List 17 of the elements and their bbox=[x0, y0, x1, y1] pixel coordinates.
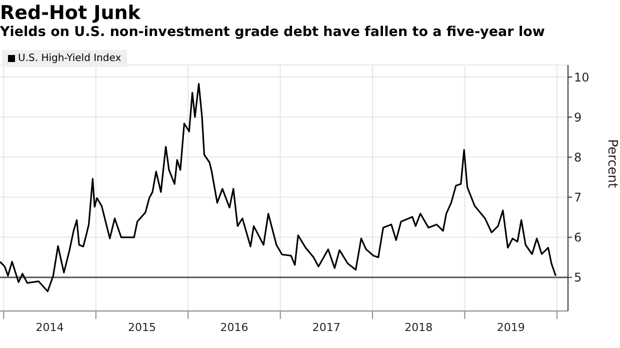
x-tick-label: 2016 bbox=[220, 321, 248, 334]
chart-title: Red-Hot Junk bbox=[0, 1, 142, 24]
legend-label: U.S. High-Yield Index bbox=[17, 53, 122, 64]
line-series bbox=[0, 83, 556, 292]
x-tick-label: 2019 bbox=[496, 321, 525, 334]
y-tick-label: 9 bbox=[574, 110, 582, 124]
y-tick-label: 10 bbox=[574, 70, 590, 84]
y-axis-title: Percent bbox=[604, 139, 620, 188]
x-tick-label: 2017 bbox=[312, 321, 340, 334]
x-tick-label: 2018 bbox=[404, 321, 433, 334]
y-tick-label: 8 bbox=[574, 150, 582, 164]
y-tick-label: 7 bbox=[574, 190, 582, 204]
chart-subtitle: Yields on U.S. non-investment grade debt have fallen to a five-year low bbox=[0, 24, 546, 41]
x-tick-label: 2015 bbox=[128, 321, 156, 334]
y-tick-label: 6 bbox=[574, 230, 582, 245]
x-tick-label: 2014 bbox=[36, 321, 64, 334]
y-tick-label: 5 bbox=[574, 270, 582, 285]
